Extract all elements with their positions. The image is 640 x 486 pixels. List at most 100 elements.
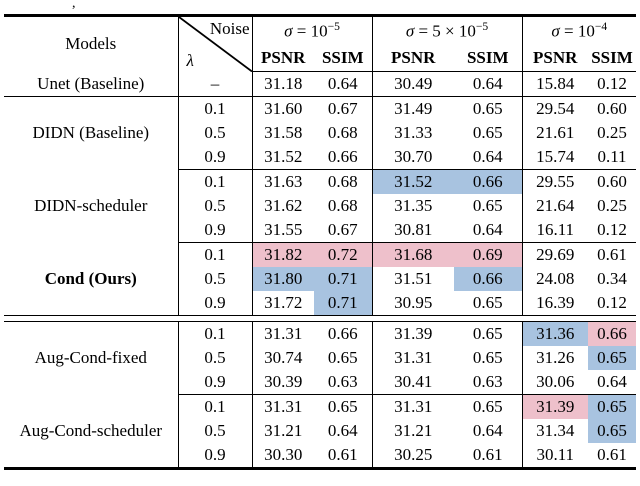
ssim-value-cell: 0.60: [597, 99, 627, 118]
table-row: 0.5 31.62 0.68 31.35 0.65 21.64 0.25: [4, 194, 636, 218]
ssim-value-cell: 0.67: [314, 218, 372, 243]
psnr-value-cell: 31.36: [521, 321, 588, 346]
model-cell: Aug-Cond-fixed: [34, 348, 147, 368]
psnr-header-3: PSNR: [521, 44, 588, 72]
lambda-cell: 0.9: [177, 291, 252, 316]
model-cell: Unet (Baseline): [4, 71, 178, 97]
ssim-value-cell: 0.65: [472, 293, 503, 312]
psnr-value-cell: 16.11: [521, 218, 588, 243]
table-body: Unet (Baseline) –31.18 0.64 30.49 0.64 15.84 0…: [4, 71, 636, 469]
psnr-value-cell: 31.31: [371, 346, 454, 370]
table-row: 0.9 31.52 0.66 30.70 0.64 15.74 0.11: [4, 145, 636, 170]
psnr-value-cell: 29.55: [521, 169, 588, 194]
ssim-value-cell: 0.68: [327, 172, 358, 191]
ssim-value-cell: 0.64: [454, 71, 522, 97]
ssim-value-cell: 0.12: [588, 218, 636, 243]
psnr-value-cell: 31.35: [371, 194, 454, 218]
noise-label: Noise: [209, 19, 250, 38]
ssim-value-cell: 0.65: [472, 99, 503, 118]
ssim-value-cell: 0.65: [472, 397, 503, 416]
lambda-label: λ: [186, 50, 194, 70]
psnr-value-cell: 30.70: [371, 145, 454, 170]
psnr-value-cell: 29.54: [521, 96, 588, 121]
ssim-value-cell: 0.34: [597, 269, 627, 288]
ssim-value-cell: 0.12: [597, 293, 627, 312]
ssim-value-cell: 0.68: [327, 196, 358, 215]
psnr-value-cell: 31.52: [371, 169, 454, 194]
ssim-value-cell: 0.71: [314, 291, 372, 316]
table-row: 0.9 31.72 0.71 30.95 0.65 16.39 0.12: [4, 291, 636, 316]
psnr-value-cell: 31.52: [251, 145, 314, 170]
psnr-value-cell: 31.21: [371, 419, 454, 443]
ssim-value-cell: 0.65: [472, 324, 503, 343]
lambda-cell: 0.5: [177, 121, 252, 145]
ssim-value-cell: 0.66: [454, 267, 522, 291]
psnr-value-cell: 31.26: [521, 346, 588, 370]
table-row: Unet (Baseline) –31.18 0.64 30.49 0.64 15.84 0…: [4, 71, 636, 97]
caption-fragment: ,: [72, 0, 76, 11]
psnr-value-cell: 31.31: [371, 394, 454, 419]
psnr-value-cell: 30.49: [371, 71, 454, 97]
ssim-value-cell: 0.64: [327, 421, 358, 440]
ssim-value-cell: 0.61: [597, 445, 627, 464]
psnr-value-cell: 31.39: [521, 394, 588, 419]
psnr-value-cell: 31.60: [251, 96, 314, 121]
table-header-row-metrics: PSNR SSIM PSNR SSIM PSNR SSIM: [4, 44, 636, 72]
ssim-value-cell: 0.64: [454, 218, 522, 243]
ssim-value-cell: 0.61: [472, 445, 503, 464]
ssim-header-1: SSIM: [314, 44, 372, 72]
psnr-value-cell: 31.63: [251, 169, 314, 194]
ssim-value-cell: 0.63: [454, 370, 522, 395]
psnr-value-cell: 30.25: [371, 443, 454, 469]
ssim-value-cell: 0.64: [472, 421, 503, 440]
ssim-value-cell: 0.65: [588, 419, 636, 443]
ssim-header-3: SSIM: [588, 44, 636, 72]
psnr-value-cell: 30.74: [251, 346, 314, 370]
ssim-value-cell: 0.65: [588, 346, 636, 370]
diagonal-divider: [179, 17, 252, 72]
ssim-value-cell: 0.63: [314, 370, 372, 395]
psnr-value-cell: 31.18: [251, 71, 314, 97]
ssim-value-cell: 0.61: [597, 245, 627, 264]
psnr-value-cell: 31.21: [251, 419, 314, 443]
lambda-cell: 0.9: [177, 443, 252, 469]
psnr-value-cell: 31.33: [371, 121, 454, 145]
double-rule-separator: [4, 315, 636, 322]
lambda-cell: 0.1: [177, 96, 252, 121]
psnr-value-cell: 30.06: [521, 370, 588, 395]
psnr-value-cell: 29.69: [521, 242, 588, 267]
table-row: Aug-Cond-scheduler 0.1 31.31 0.65 31.31 0.65 3…: [4, 394, 636, 440]
ssim-value-cell: 0.25: [597, 123, 627, 142]
table-header-row-sigma: Models Noise λ σ = 10−5 σ = 5 × 10−5 σ =…: [4, 15, 636, 72]
lambda-cell: 0.9: [177, 370, 252, 395]
table-row: 0.9 30.30 0.61 30.25 0.61 30.11 0.61: [4, 443, 636, 469]
table-row: 0.9 30.39 0.63 30.41 0.63 30.06 0.64: [4, 370, 636, 395]
psnr-value-cell: 31.31: [251, 394, 314, 419]
ssim-value-cell: 0.65: [327, 348, 358, 367]
results-table: Models Noise λ σ = 10−5 σ = 5 × 10−5 σ =…: [4, 14, 636, 470]
lambda-cell: 0.9: [177, 145, 252, 170]
psnr-value-cell: 30.81: [371, 218, 454, 243]
psnr-value-cell: 31.31: [251, 321, 314, 346]
model-cell: DIDN-scheduler: [34, 196, 148, 215]
noise-lambda-header: Noise λ: [177, 15, 252, 72]
lambda-cell: 0.9: [177, 218, 252, 243]
ssim-value-cell: 0.25: [597, 196, 627, 215]
table-row: Aug-Cond-fixed 0.1 31.31 0.66 31.39 0.65 31.36…: [4, 321, 636, 367]
psnr-value-cell: 30.41: [371, 370, 454, 395]
lambda-cell: 0.5: [177, 267, 252, 291]
ssim-value-cell: 0.68: [327, 123, 358, 142]
table-row: DIDN-scheduler 0.1 31.63 0.68 31.52 0.66 29.55…: [4, 169, 636, 215]
ssim-value-cell: 0.66: [588, 321, 636, 346]
ssim-value-cell: 0.66: [314, 145, 372, 170]
psnr-value-cell: 31.68: [371, 242, 454, 267]
table-row: 0.9 31.55 0.67 30.81 0.64 16.11 0.12: [4, 218, 636, 243]
lambda-cell: 0.5: [177, 346, 252, 370]
ssim-value-cell: 0.65: [472, 196, 503, 215]
lambda-cell: 0.1: [177, 169, 252, 194]
ssim-value-cell: 0.64: [454, 145, 522, 170]
ssim-value-cell: 0.65: [472, 123, 503, 142]
lambda-cell: 0.5: [177, 419, 252, 443]
ssim-value-cell: 0.11: [588, 145, 636, 170]
sigma-group-2-header: σ = 5 × 10−5: [371, 15, 522, 44]
